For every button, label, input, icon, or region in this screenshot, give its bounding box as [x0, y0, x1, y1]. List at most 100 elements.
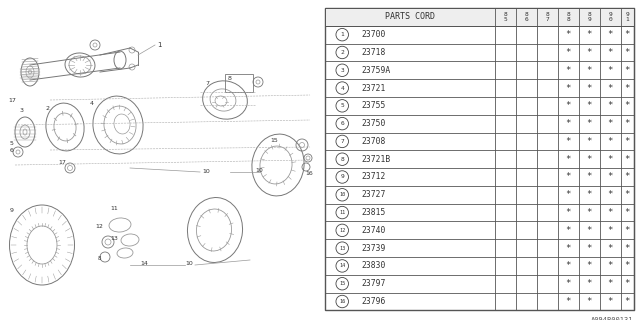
Text: *: * [607, 297, 613, 306]
Text: 14: 14 [140, 261, 148, 266]
Text: 8
8: 8 8 [566, 12, 570, 21]
Text: 23700: 23700 [362, 30, 386, 39]
Text: *: * [607, 279, 613, 288]
Text: *: * [625, 226, 630, 235]
Text: 7: 7 [340, 139, 344, 144]
Text: 10: 10 [339, 192, 346, 197]
Text: 12: 12 [95, 224, 103, 229]
Text: *: * [566, 279, 571, 288]
Text: 2: 2 [45, 106, 49, 111]
Text: *: * [587, 172, 592, 181]
Text: 7: 7 [205, 81, 209, 86]
Text: 23740: 23740 [362, 226, 386, 235]
Text: *: * [625, 208, 630, 217]
Text: 23712: 23712 [362, 172, 386, 181]
Text: *: * [625, 84, 630, 92]
Text: 9: 9 [10, 208, 14, 213]
Text: 6: 6 [340, 121, 344, 126]
Text: *: * [625, 66, 630, 75]
Text: 12: 12 [339, 228, 346, 233]
Text: 8: 8 [228, 76, 232, 81]
Text: 23796: 23796 [362, 297, 386, 306]
Text: *: * [566, 137, 571, 146]
Text: *: * [625, 48, 630, 57]
Text: 23759A: 23759A [362, 66, 391, 75]
Text: *: * [607, 84, 613, 92]
Text: 15: 15 [339, 281, 346, 286]
Text: *: * [625, 190, 630, 199]
Text: *: * [625, 244, 630, 253]
Text: *: * [566, 30, 571, 39]
Text: 23755: 23755 [362, 101, 386, 110]
Text: *: * [587, 261, 592, 270]
Text: 23739: 23739 [362, 244, 386, 253]
Text: 23727: 23727 [362, 190, 386, 199]
Text: *: * [607, 172, 613, 181]
Text: *: * [607, 155, 613, 164]
Text: 13: 13 [339, 246, 346, 251]
Text: 4: 4 [340, 85, 344, 91]
Text: 2: 2 [340, 50, 344, 55]
Text: 23721B: 23721B [362, 155, 391, 164]
Text: 9
1: 9 1 [625, 12, 629, 21]
Text: 16: 16 [305, 171, 313, 176]
Text: 8
6: 8 6 [525, 12, 529, 21]
Text: A094B00131: A094B00131 [591, 317, 634, 320]
Text: *: * [607, 30, 613, 39]
Bar [225, 74, 253, 92]
Text: 11: 11 [339, 210, 346, 215]
Text: 17: 17 [58, 160, 66, 165]
Text: *: * [566, 190, 571, 199]
Text: 14: 14 [339, 263, 346, 268]
Text: *: * [625, 119, 630, 128]
Text: 23830: 23830 [362, 261, 386, 270]
Text: *: * [587, 119, 592, 128]
Text: *: * [587, 244, 592, 253]
Text: *: * [607, 119, 613, 128]
Text: 6: 6 [10, 148, 14, 153]
Text: *: * [587, 155, 592, 164]
Text: 23721: 23721 [362, 84, 386, 92]
Text: *: * [566, 208, 571, 217]
Text: 1: 1 [340, 32, 344, 37]
Text: 23797: 23797 [362, 279, 386, 288]
Text: 16: 16 [339, 299, 346, 304]
Text: 15: 15 [270, 138, 278, 143]
Text: 8
9: 8 9 [588, 12, 591, 21]
Text: 5: 5 [10, 141, 14, 146]
Text: *: * [587, 297, 592, 306]
Text: *: * [625, 297, 630, 306]
Text: *: * [566, 297, 571, 306]
Text: *: * [566, 244, 571, 253]
Text: *: * [587, 101, 592, 110]
Text: *: * [625, 172, 630, 181]
Text: *: * [566, 119, 571, 128]
Text: *: * [625, 155, 630, 164]
Text: *: * [566, 226, 571, 235]
Text: *: * [607, 101, 613, 110]
Text: 10: 10 [202, 169, 210, 174]
Text: *: * [587, 279, 592, 288]
Text: *: * [587, 84, 592, 92]
Text: *: * [625, 137, 630, 146]
Text: *: * [587, 48, 592, 57]
Text: 13: 13 [110, 236, 118, 241]
Text: 8: 8 [98, 256, 102, 261]
Text: *: * [587, 226, 592, 235]
Text: *: * [625, 261, 630, 270]
Text: *: * [566, 261, 571, 270]
Text: 23750: 23750 [362, 119, 386, 128]
Text: 23815: 23815 [362, 208, 386, 217]
Text: *: * [607, 208, 613, 217]
Text: 23708: 23708 [362, 137, 386, 146]
Text: *: * [587, 30, 592, 39]
Text: 17: 17 [8, 98, 16, 103]
Text: *: * [625, 279, 630, 288]
Text: *: * [587, 208, 592, 217]
Text: *: * [566, 172, 571, 181]
Text: *: * [607, 66, 613, 75]
Text: *: * [587, 190, 592, 199]
Text: 8
7: 8 7 [545, 12, 549, 21]
Text: 9: 9 [340, 174, 344, 180]
Text: *: * [607, 48, 613, 57]
